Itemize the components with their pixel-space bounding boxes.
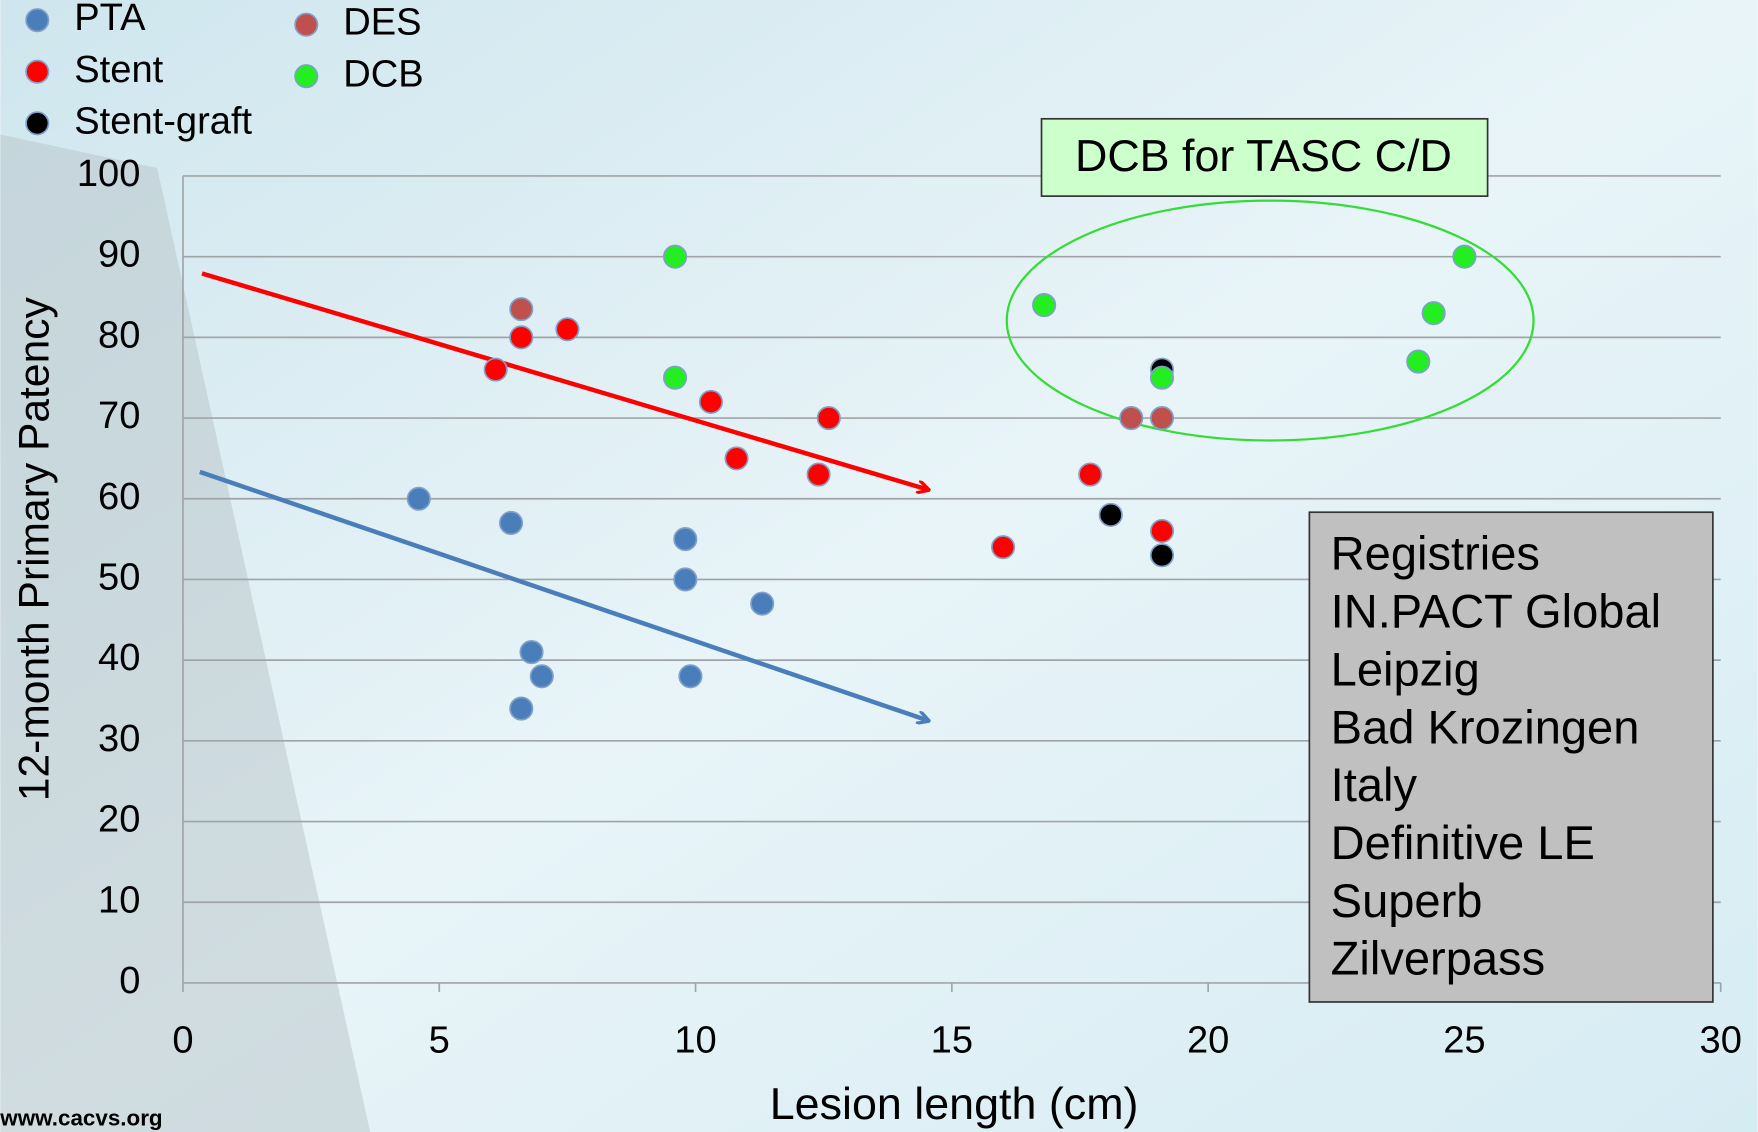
data-point [1100, 504, 1122, 526]
data-point [556, 318, 578, 340]
data-point [500, 512, 522, 534]
legend-marker [295, 65, 317, 87]
y-axis-label: 12-month Primary Patency [11, 296, 59, 801]
annotation: DCB for TASC C/D [1075, 130, 1452, 181]
x-tick-label: 25 [1443, 1019, 1485, 1061]
legend-label: DES [343, 2, 421, 44]
data-point [1120, 407, 1142, 429]
legend-label: DCB [343, 53, 423, 95]
data-point [1151, 366, 1173, 388]
legend-marker [295, 13, 317, 35]
data-point [674, 568, 696, 590]
registry-item: IN.PACT Global [1331, 585, 1661, 638]
footer: www.cacvs.org [0, 1106, 163, 1131]
legend-marker [26, 112, 48, 134]
data-point [1407, 350, 1429, 372]
x-tick-label: 15 [931, 1019, 973, 1061]
x-tick-label: 0 [172, 1019, 193, 1061]
data-point [1453, 245, 1475, 267]
y-tick-label: 100 [77, 153, 141, 195]
data-point [484, 358, 506, 380]
legend-label: Stent-graft [74, 100, 252, 142]
x-tick-label: 10 [674, 1019, 716, 1061]
y-tick-label: 90 [98, 234, 140, 276]
y-tick-label: 0 [119, 960, 140, 1002]
registry-item: Definitive LE [1331, 816, 1595, 869]
x-tick-label: 5 [429, 1019, 450, 1061]
data-point [1033, 294, 1055, 316]
legend-label: Stent [74, 49, 163, 91]
y-tick-label: 50 [98, 557, 140, 599]
registries-title: Registries [1331, 526, 1540, 579]
data-point [700, 391, 722, 413]
legend-label: PTA [74, 0, 146, 39]
y-tick-label: 10 [98, 879, 140, 921]
data-point [725, 447, 747, 469]
data-point [531, 665, 553, 687]
registry-item: Zilverpass [1331, 932, 1545, 985]
legend-marker [26, 61, 48, 83]
registry-item: Superb [1331, 874, 1483, 927]
data-point [510, 697, 532, 719]
data-point [818, 407, 840, 429]
data-point [408, 488, 430, 510]
data-point [1079, 463, 1101, 485]
data-point [520, 641, 542, 663]
registry-item: Leipzig [1331, 643, 1480, 696]
x-tick-label: 30 [1700, 1019, 1742, 1061]
y-tick-label: 20 [98, 799, 140, 841]
y-tick-label: 30 [98, 718, 140, 760]
data-point [1151, 544, 1173, 566]
y-tick-label: 80 [98, 314, 140, 356]
registry-item: Italy [1331, 758, 1418, 811]
data-point [992, 536, 1014, 558]
data-point [679, 665, 701, 687]
legend-marker [26, 9, 48, 31]
y-tick-label: 70 [98, 395, 140, 437]
y-tick-label: 40 [98, 637, 140, 679]
y-tick-label: 60 [98, 476, 140, 518]
data-point [1151, 407, 1173, 429]
x-tick-label: 20 [1187, 1019, 1229, 1061]
x-axis-label: Lesion length (cm) [770, 1078, 1139, 1129]
data-point [751, 592, 773, 614]
chart: DCB for TASC C/D Registries IN.PACT Glob… [0, 0, 1758, 1132]
data-point [664, 245, 686, 267]
data-point [510, 298, 532, 320]
data-point [807, 463, 829, 485]
registry-item: Bad Krozingen [1331, 700, 1640, 753]
data-point [664, 366, 686, 388]
page: {"chart_data": {"type": "scatter", "xlab… [0, 0, 1758, 1132]
data-point [510, 326, 532, 348]
data-point [1151, 520, 1173, 542]
data-point [674, 528, 696, 550]
data-point [1422, 302, 1444, 324]
